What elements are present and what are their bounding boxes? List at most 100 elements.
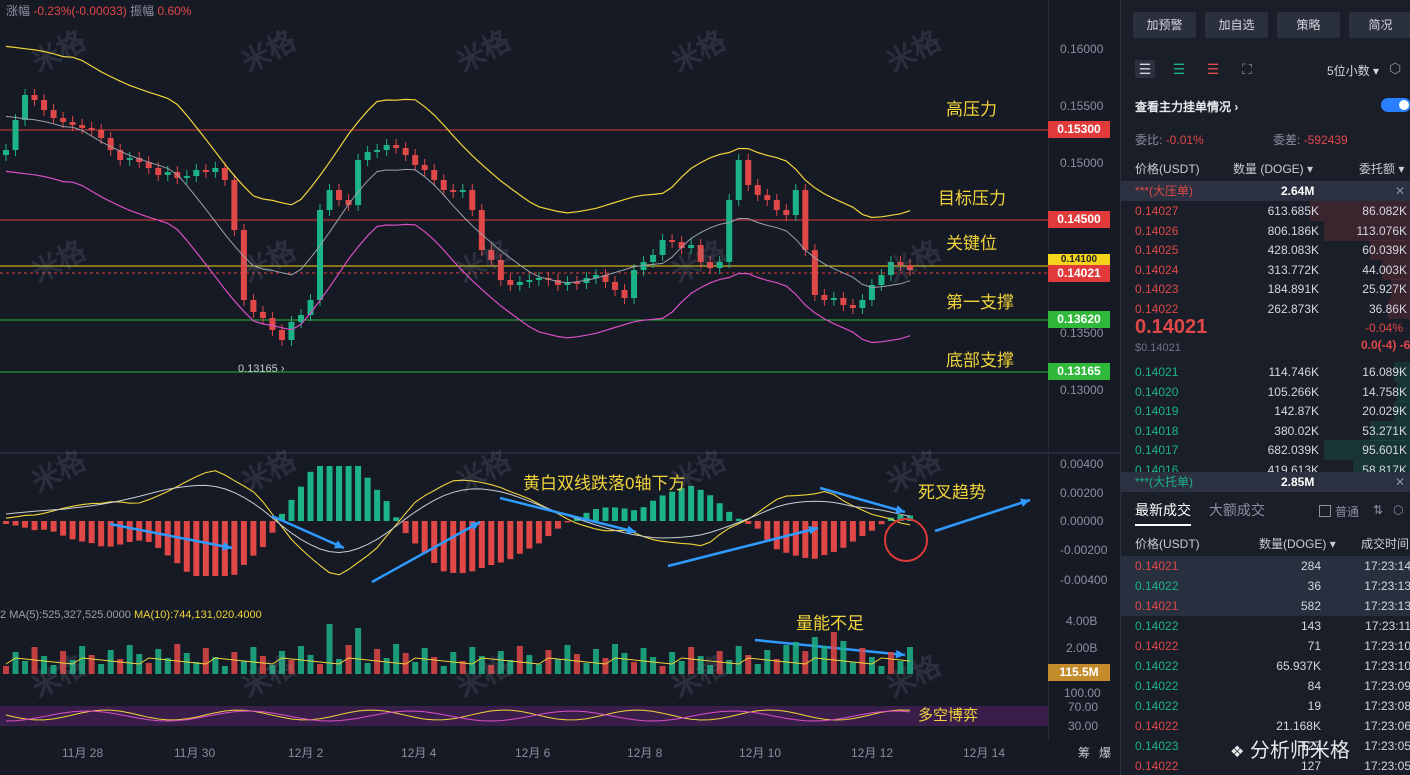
candle-body (783, 210, 790, 215)
normal-checkbox[interactable]: 普通 (1319, 503, 1359, 520)
ask-row[interactable]: 0.14025 428.083K 60.039K (1121, 240, 1410, 260)
candle-body (450, 190, 457, 192)
book-asks-icon[interactable]: ☰ (1206, 61, 1220, 77)
candle-body (726, 200, 733, 262)
big-ask-bar[interactable]: ***(大压单) 2.64M ✕ (1121, 181, 1410, 201)
main-orders-link[interactable]: 查看主力挂单情况 › (1135, 98, 1238, 115)
col-qty[interactable]: 数量 (DOGE) ▾ (1233, 160, 1313, 177)
chips-button[interactable]: 筹 (1078, 746, 1091, 760)
bid-row[interactable]: 0.14020 105.266K 14.758K (1121, 381, 1410, 402)
candle-body (830, 298, 837, 300)
overview-button[interactable]: 简况 (1349, 12, 1410, 38)
ask-row[interactable]: 0.14026 806.186K 113.076K (1121, 220, 1410, 241)
volume-bar (697, 656, 704, 674)
ask-row[interactable]: 0.14027 613.685K 86.082K (1121, 201, 1410, 221)
ma-legend: 2 MA(5):525,327,525.0000 MA(10):744,131,… (0, 609, 262, 621)
bid-row[interactable]: 0.14017 682.039K 95.601K (1121, 440, 1410, 460)
book-both-icon[interactable]: ☰ (1135, 60, 1155, 78)
strategy-button[interactable]: 策略 (1277, 12, 1340, 38)
last-delta-value: 0.0(-4) (1361, 338, 1397, 352)
macd-bar (202, 521, 209, 576)
tab-latest-trades[interactable]: 最新成交 (1135, 500, 1191, 526)
decimals-select[interactable]: 5位小数 ▾ (1327, 62, 1379, 79)
kline-chart[interactable]: 涨幅 -0.23%(-0.00033) 振幅 0.60% 米格 米格 米格 米格… (0, 0, 1120, 775)
volume-bar (231, 652, 238, 674)
candle-body (564, 282, 571, 285)
candle-body (202, 170, 209, 172)
macd-bar (602, 507, 609, 521)
filter-icon[interactable]: ⇅ (1373, 503, 1384, 517)
candle-body (88, 128, 95, 130)
volume-bar (41, 656, 48, 674)
trade-time: 17:23:08 (1364, 699, 1410, 713)
liquidation-button[interactable]: 爆 (1099, 746, 1112, 760)
volume-bar (650, 657, 657, 674)
volume-bar (678, 661, 685, 674)
volume-bar (849, 662, 856, 674)
bid-row[interactable]: 0.14021 114.746K 16.089K (1121, 362, 1410, 382)
chart-canvas[interactable] (0, 0, 1120, 775)
macd-bar (117, 521, 124, 545)
ma-prefix: 2 (0, 609, 7, 621)
volume-bar (811, 637, 818, 674)
tab-large-trades[interactable]: 大额成交 (1208, 502, 1265, 518)
close-icon[interactable]: ✕ (1394, 475, 1405, 489)
macd-bar (183, 521, 190, 572)
ma10-label: MA(10):744,131,020.4000 (133, 609, 262, 621)
book-bids-icon[interactable]: ☰ (1172, 61, 1186, 77)
trade-row: 0.14023 127 17:23:05 (1121, 736, 1410, 756)
volume-bar (3, 666, 9, 674)
annotation-volume: 量能不足 (796, 614, 864, 633)
add-favorite-button[interactable]: 加自选 (1205, 12, 1268, 38)
big-bid-bar[interactable]: ***(大托单) 2.85M ✕ (1121, 472, 1410, 492)
macd-bar (631, 510, 638, 521)
candle-body (345, 200, 352, 205)
upper-band (5, 45, 911, 219)
candle-body (507, 280, 514, 285)
volume-bar (22, 661, 29, 674)
bid-qty: 682.039K (1267, 443, 1319, 457)
trade-price: 0.14022 (1135, 759, 1179, 773)
macd-bar (469, 521, 476, 572)
candle-body (307, 300, 314, 315)
volume-bar (792, 642, 799, 674)
volume-bar (735, 646, 742, 674)
trade-qty: 21.168K (1276, 719, 1321, 733)
volume-bar (612, 644, 619, 674)
col-total[interactable]: 委托额 ▾ (1359, 160, 1404, 177)
settings-icon[interactable]: ⬡ (1393, 503, 1404, 517)
candle-body (897, 262, 904, 265)
trade-qty: 284 (1300, 559, 1321, 573)
volume-bar (840, 641, 847, 674)
volume-bar (516, 646, 523, 674)
ask-row[interactable]: 0.14022 262.873K 36.86K (1121, 298, 1410, 319)
macd-bar (3, 521, 9, 525)
ask-row[interactable]: 0.14024 313.772K 44.003K (1121, 259, 1410, 280)
volume-bar (859, 648, 866, 674)
add-alert-button[interactable]: 加预警 (1133, 12, 1196, 38)
volume-bar (602, 658, 609, 674)
macd-bar (393, 517, 400, 521)
macd-bar (678, 488, 685, 521)
candle-body (745, 160, 752, 185)
candle-body (421, 165, 428, 170)
macd-bar (507, 521, 514, 560)
main-orders-toggle[interactable] (1381, 98, 1410, 112)
candle-body (3, 150, 9, 155)
candle-body (669, 240, 676, 242)
trades-col-qty[interactable]: 数量(DOGE) ▾ (1259, 535, 1336, 552)
book-full-icon[interactable]: ⛶ (1242, 61, 1252, 77)
trade-price: 0.14022 (1135, 579, 1179, 593)
osc-tick: 70.00 (1068, 700, 1099, 714)
bid-row[interactable]: 0.14019 142.87K 20.029K (1121, 401, 1410, 421)
trades-tabs: 最新成交 大额成交 (1135, 500, 1279, 526)
candle-body (288, 322, 295, 340)
ask-row[interactable]: 0.14023 184.891K 25.927K (1121, 279, 1410, 299)
bid-row[interactable]: 0.14018 380.02K 53.271K (1121, 420, 1410, 441)
wechat-icon: ❖ (1230, 744, 1245, 761)
close-icon[interactable]: ✕ (1394, 184, 1405, 198)
main-orders-label: 查看主力挂单情况 (1135, 100, 1232, 114)
settings-icon[interactable]: ⬡ (1389, 60, 1402, 76)
trade-qty: 65.937K (1276, 659, 1321, 673)
macd-bar (907, 515, 913, 521)
